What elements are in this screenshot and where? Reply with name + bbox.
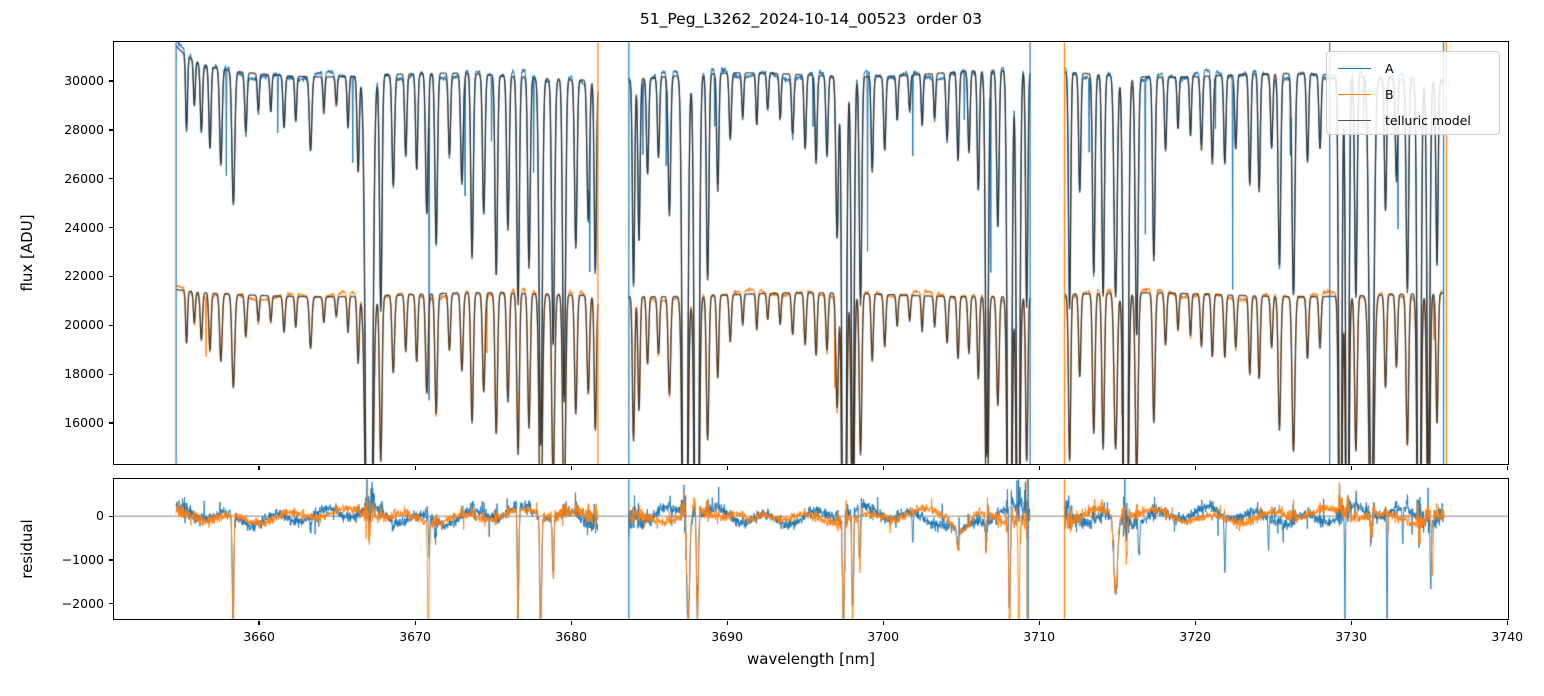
y-tick-label-flux: 24000 (64, 219, 104, 235)
tick-mark (108, 515, 113, 517)
legend-label-telluric-model: telluric model (1385, 112, 1471, 128)
tick-mark (570, 465, 572, 470)
legend-line-sample-telluric-model (1338, 119, 1371, 121)
legend-item-telluric-model: telluric model (1327, 107, 1499, 133)
tick-mark (108, 80, 113, 82)
tick-mark (1038, 620, 1040, 625)
x-tick-label: 3690 (711, 629, 744, 644)
tick-mark (108, 227, 113, 229)
y-tick-label-flux: 30000 (64, 73, 104, 89)
tick-mark (1038, 465, 1040, 470)
tick-mark (108, 373, 113, 375)
x-tick-label: 3700 (867, 629, 900, 644)
legend-item-b: B (1327, 81, 1499, 107)
y-tick-label-flux: 16000 (64, 414, 104, 430)
tick-mark (1350, 620, 1352, 625)
x-tick-label: 3740 (1491, 629, 1524, 644)
tick-mark (1506, 465, 1508, 470)
x-tick-label: 3730 (1335, 629, 1368, 644)
legend-label-b: B (1385, 86, 1394, 102)
tick-mark (570, 620, 572, 625)
x-tick-label: 3720 (1179, 629, 1212, 644)
tick-mark (726, 620, 728, 625)
residual-axis-label: residual (18, 519, 36, 579)
legend-line-sample-b (1338, 93, 1371, 95)
tick-mark (414, 465, 416, 470)
tick-mark (1350, 465, 1352, 470)
tick-mark (108, 559, 113, 561)
x-tick-label: 3670 (399, 629, 432, 644)
y-tick-label-residual: −1000 (61, 551, 104, 567)
tick-mark (726, 465, 728, 470)
legend-line-sample-a (1338, 67, 1371, 69)
y-tick-label-flux: 28000 (64, 121, 104, 137)
x-axis-label: wavelength [nm] (747, 650, 875, 668)
tick-mark (108, 603, 113, 605)
tick-mark (108, 129, 113, 131)
tick-mark (258, 465, 260, 470)
tick-mark (108, 275, 113, 278)
x-tick-label: 3680 (555, 629, 588, 644)
tick-mark (1194, 620, 1196, 625)
y-tick-label-residual: 0 (96, 508, 104, 524)
y-tick-label-residual: −2000 (61, 595, 104, 611)
tick-mark (108, 178, 113, 180)
tick-mark (1506, 620, 1508, 625)
y-tick-label-flux: 22000 (64, 268, 104, 284)
tick-mark (258, 620, 260, 625)
tick-mark (108, 324, 113, 326)
flux-axis-label: flux [ADU] (18, 214, 36, 292)
y-tick-label-flux: 20000 (64, 317, 104, 333)
legend-item-a: A (1327, 55, 1499, 81)
legend-label-a: A (1385, 60, 1394, 76)
x-tick-label: 3660 (243, 629, 275, 644)
x-tick-label: 3710 (1023, 629, 1056, 644)
y-tick-label-flux: 18000 (64, 366, 104, 382)
y-tick-label-flux: 26000 (64, 170, 104, 186)
tick-mark (108, 422, 113, 424)
tick-mark (882, 465, 884, 470)
tick-mark (414, 620, 416, 625)
tick-mark (882, 620, 884, 625)
chart-title: 51_Peg_L3262_2024-10-14_00523 order 03 (639, 10, 983, 28)
tick-mark (1194, 465, 1196, 470)
legend: A B telluric model (1326, 51, 1500, 135)
